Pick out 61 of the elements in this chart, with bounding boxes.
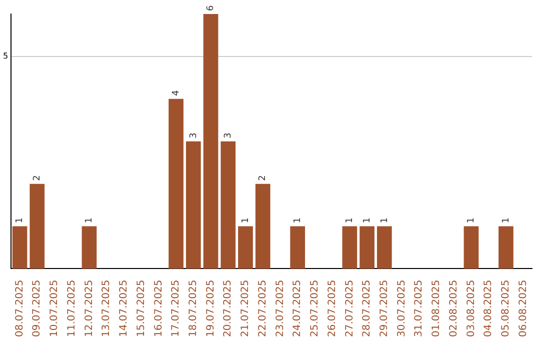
- bar: [203, 14, 218, 269]
- x-tick-label: 06.08.2025: [518, 280, 529, 338]
- bar: [12, 226, 28, 269]
- x-tick-label: 05.08.2025: [500, 280, 512, 338]
- bar: [342, 226, 358, 269]
- x-tick-label: 11.07.2025: [66, 280, 78, 338]
- x-tick-label: 21.07.2025: [240, 280, 252, 338]
- x-tick-label: 13.07.2025: [101, 280, 112, 338]
- x-tick-label: 17.07.2025: [170, 280, 182, 338]
- x-tick-label: 24.07.2025: [292, 280, 304, 338]
- x-tick-label: 01.08.2025: [431, 280, 442, 338]
- data-label: 4: [171, 90, 182, 96]
- data-label: 1: [240, 218, 251, 224]
- data-label: 1: [362, 218, 372, 224]
- bar: [498, 226, 514, 269]
- bar: [290, 226, 306, 269]
- x-tick-label: 14.07.2025: [118, 280, 130, 338]
- x-tick-label: 08.07.2025: [14, 280, 26, 338]
- x-tick-label: 30.07.2025: [396, 280, 408, 338]
- x-tick-label: 28.07.2025: [362, 280, 373, 338]
- x-tick-label: 12.07.2025: [84, 280, 95, 338]
- data-label: 3: [188, 132, 199, 138]
- x-tick-label: 04.08.2025: [483, 280, 494, 338]
- x-tick-label: 02.08.2025: [448, 280, 460, 338]
- bar: [464, 226, 479, 269]
- bar: [82, 226, 97, 269]
- x-tick-label: 18.07.2025: [188, 280, 199, 338]
- data-label: 1: [345, 218, 356, 224]
- x-tick-label: 27.07.2025: [344, 280, 356, 338]
- x-tick-label: 19.07.2025: [205, 280, 216, 338]
- y-tick-label: 5: [2, 52, 8, 61]
- x-tick-label: 16.07.2025: [153, 280, 164, 338]
- data-label: 1: [84, 218, 95, 224]
- x-tick-label: 25.07.2025: [310, 280, 321, 338]
- x-tick-label: 22.07.2025: [257, 280, 268, 338]
- x-tick-label: 15.07.2025: [136, 280, 147, 338]
- x-tick-label: 29.07.2025: [379, 280, 390, 338]
- x-tick-label: 09.07.2025: [32, 280, 43, 338]
- data-label: 3: [223, 132, 234, 138]
- bar: [186, 141, 201, 269]
- data-label: 1: [380, 218, 390, 224]
- bar: [376, 226, 392, 269]
- x-tick-label: 10.07.2025: [49, 280, 60, 338]
- data-label: 1: [466, 218, 477, 224]
- data-label: 2: [32, 175, 42, 181]
- bar: [220, 141, 236, 269]
- bar: [30, 184, 45, 269]
- data-label: 1: [292, 218, 303, 224]
- x-tick-label: 31.07.2025: [414, 280, 425, 338]
- x-tick-label: 03.08.2025: [466, 280, 477, 338]
- data-label: 1: [15, 218, 26, 224]
- x-tick-label: 20.07.2025: [222, 280, 234, 338]
- data-label: 2: [258, 175, 268, 181]
- data-label: 6: [206, 5, 216, 11]
- data-label: 1: [501, 218, 512, 224]
- bar: [255, 184, 270, 269]
- x-tick-label: 23.07.2025: [274, 280, 286, 338]
- bar: [360, 226, 374, 269]
- bar: [168, 98, 184, 269]
- bar: [238, 226, 253, 269]
- x-tick-label: 26.07.2025: [326, 280, 338, 338]
